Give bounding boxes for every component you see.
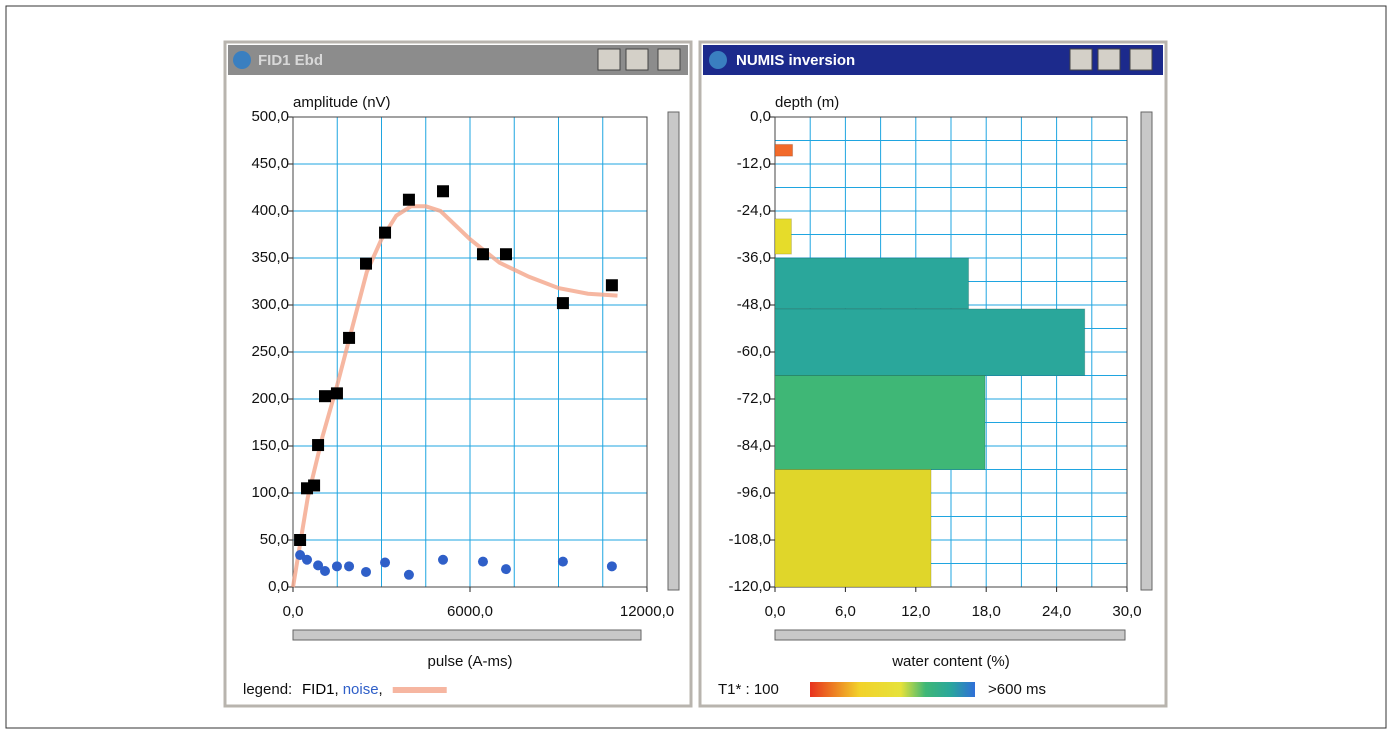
y-tick-label: 0,0 — [268, 578, 289, 595]
color-scale-label: T1* : 100 — [718, 681, 779, 698]
x-tick-label: 6000,0 — [447, 603, 493, 620]
window-title: NUMIS inversion — [736, 52, 855, 69]
close-button[interactable] — [1129, 48, 1153, 71]
data-point — [344, 561, 355, 572]
y-tick-label: -12,0 — [737, 155, 771, 172]
y-axis-label: amplitude (nV) — [293, 94, 391, 111]
legend-title: legend: — [243, 681, 292, 698]
data-point — [294, 534, 307, 546]
y-tick-label: -36,0 — [737, 249, 771, 266]
y-tick-label: 0,0 — [750, 108, 771, 125]
layer-bar — [774, 218, 792, 255]
data-point — [302, 554, 313, 565]
legend-separator: , — [379, 681, 383, 698]
data-point — [477, 556, 488, 567]
layer-bar — [774, 375, 986, 470]
layer-bar — [774, 257, 970, 310]
y-tick-label: -84,0 — [737, 437, 771, 454]
window-icon — [233, 51, 251, 69]
scrollbar[interactable] — [292, 629, 642, 641]
layer-bar — [774, 143, 794, 157]
x-axis-label: pulse (A-ms) — [427, 653, 512, 670]
window-icon — [709, 51, 727, 69]
data-point — [308, 479, 321, 492]
data-point — [331, 561, 342, 572]
maximize-button[interactable] — [625, 48, 649, 71]
data-point — [361, 566, 372, 577]
y-tick-label: 500,0 — [251, 108, 289, 125]
y-tick-label: 100,0 — [251, 484, 289, 501]
data-point — [312, 439, 325, 452]
data-point — [379, 226, 392, 239]
legend-label: noise — [343, 681, 379, 698]
y-tick-label: -72,0 — [737, 390, 771, 407]
y-tick-label: 400,0 — [251, 202, 289, 219]
x-tick-label: 6,0 — [835, 603, 856, 620]
y-tick-label: -60,0 — [737, 343, 771, 360]
legend-separator: , — [335, 681, 339, 698]
maximize-button[interactable] — [1097, 48, 1121, 71]
window-title: FID1 Ebd — [258, 52, 323, 69]
y-tick-label: 300,0 — [251, 296, 289, 313]
data-point — [557, 556, 568, 567]
y-tick-label: -48,0 — [737, 296, 771, 313]
scrollbar[interactable] — [1140, 111, 1153, 591]
color-scale — [810, 682, 975, 697]
y-tick-label: 150,0 — [251, 437, 289, 454]
y-tick-label: -24,0 — [737, 202, 771, 219]
x-tick-label: 24,0 — [1042, 603, 1071, 620]
y-tick-label: -120,0 — [728, 578, 771, 595]
scrollbar[interactable] — [774, 629, 1126, 641]
data-point — [319, 390, 332, 403]
layer-bar — [774, 308, 1086, 376]
data-point — [330, 387, 343, 400]
data-point — [403, 569, 414, 580]
data-point — [360, 257, 373, 270]
x-axis-label: water content (%) — [891, 653, 1010, 670]
y-tick-label: 200,0 — [251, 390, 289, 407]
y-tick-label: 450,0 — [251, 155, 289, 172]
y-tick-label: 350,0 — [251, 249, 289, 266]
data-point — [556, 297, 569, 310]
data-point — [313, 560, 324, 571]
y-tick-label: 50,0 — [260, 531, 289, 548]
y-tick-label: -108,0 — [728, 531, 771, 548]
data-point — [476, 248, 489, 261]
fit-line — [291, 204, 618, 588]
data-point — [380, 557, 391, 568]
data-point — [343, 331, 356, 344]
color-scale-label: >600 ms — [988, 681, 1046, 698]
x-tick-label: 12,0 — [901, 603, 930, 620]
legend-label: FID1 — [302, 681, 335, 698]
x-tick-label: 30,0 — [1112, 603, 1141, 620]
plot-border — [292, 116, 648, 588]
layer-bar — [774, 469, 932, 588]
data-point — [500, 564, 511, 575]
close-button[interactable] — [657, 48, 681, 71]
data-point — [320, 566, 331, 577]
x-tick-label: 0,0 — [765, 603, 786, 620]
data-point — [606, 561, 617, 572]
minimize-button[interactable] — [1069, 48, 1093, 71]
minimize-button[interactable] — [597, 48, 621, 71]
x-tick-label: 18,0 — [972, 603, 1001, 620]
data-point — [402, 193, 415, 206]
y-tick-label: 250,0 — [251, 343, 289, 360]
scrollbar[interactable] — [667, 111, 680, 591]
frame — [5, 5, 1387, 729]
data-point — [499, 248, 512, 261]
y-axis-label: depth (m) — [775, 94, 839, 111]
data-point — [438, 554, 449, 565]
x-tick-label: 12000,0 — [620, 603, 674, 620]
x-tick-label: 0,0 — [283, 603, 304, 620]
y-tick-label: -96,0 — [737, 484, 771, 501]
data-point — [605, 279, 618, 292]
data-point — [437, 185, 450, 198]
